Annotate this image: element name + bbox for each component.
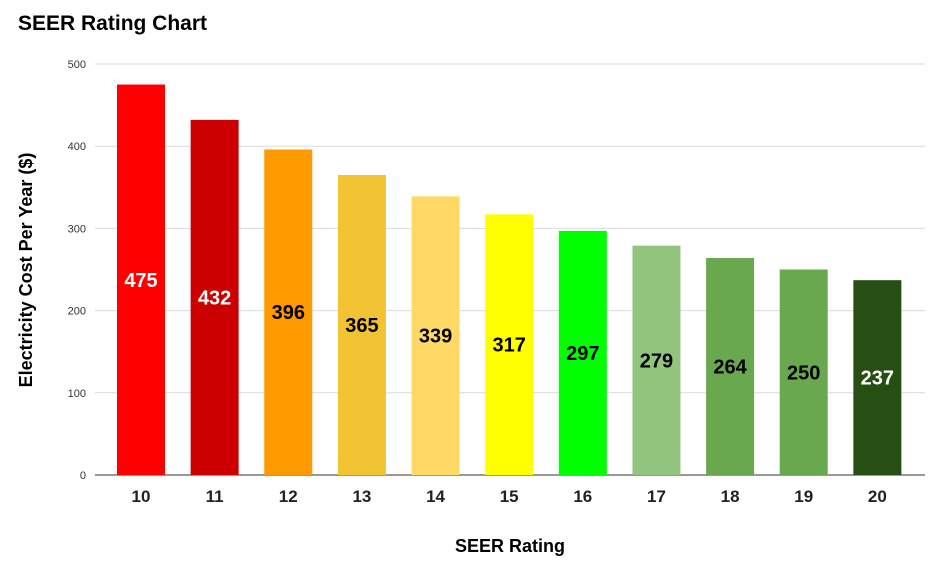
y-tick-label: 200 [68,306,86,318]
x-tick-label: 10 [132,487,151,506]
y-tick-label: 500 [68,59,86,71]
data-label: 396 [272,302,305,324]
bar [485,214,534,475]
data-label: 237 [861,368,894,390]
x-axis-label: SEER Rating [455,536,565,556]
x-tick-label: 11 [206,487,224,506]
data-labels: 475 432 396 365 339 317 297 279 264 250 237 [124,270,894,390]
data-label: 264 [713,356,747,378]
y-tick-label: 0 [80,470,86,482]
data-label: 432 [198,287,231,309]
x-tick-label: 20 [868,487,887,506]
x-tick-label: 15 [500,487,519,506]
y-tick-label: 400 [68,141,86,153]
y-tick-label: 100 [68,388,86,400]
bar [337,174,386,475]
y-tick-labels: 0 100 200 300 400 500 [68,59,86,482]
x-tick-label: 17 [647,487,666,506]
x-tick-label: 19 [794,487,813,506]
data-label: 365 [345,315,378,337]
data-label: 297 [566,343,599,365]
bar [411,196,460,476]
x-tick-label: 14 [426,487,445,506]
bars [117,84,902,476]
data-label: 279 [640,350,673,372]
y-axis-label: Electricity Cost Per Year ($) [16,153,36,388]
bar [558,230,607,475]
x-tick-label: 16 [573,487,592,506]
y-tick-label: 300 [68,223,86,235]
bar [853,280,902,475]
data-label: 475 [124,270,157,292]
chart-title: SEER Rating Chart [18,12,208,35]
bar [632,245,681,475]
x-tick-label: 18 [721,487,740,506]
data-label: 250 [787,362,820,384]
bar [779,269,828,475]
bar [190,119,239,476]
bar [117,84,165,476]
data-label: 317 [492,335,525,357]
x-tick-labels: 10 11 12 13 14 15 16 17 18 19 20 [132,487,887,506]
x-tick-label: 12 [279,487,298,506]
x-tick-label: 13 [352,487,371,506]
data-label: 339 [419,326,452,348]
bar [706,257,755,475]
bar [264,149,313,475]
